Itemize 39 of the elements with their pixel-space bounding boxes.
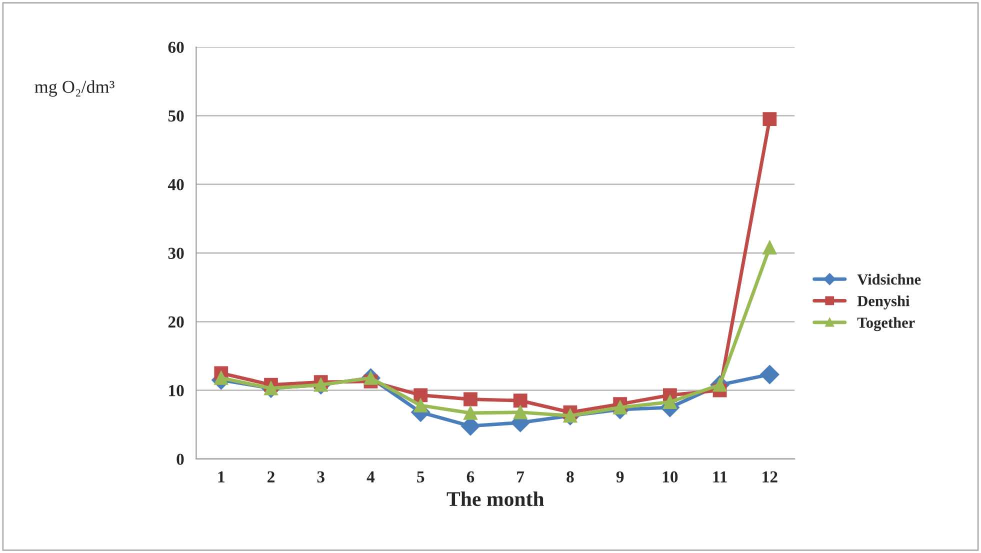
- point: [414, 398, 428, 412]
- point: [613, 400, 628, 414]
- point: [662, 395, 677, 409]
- x-tick-label: 6: [466, 471, 474, 483]
- x-tick-label: 5: [417, 471, 424, 483]
- point: [464, 392, 478, 406]
- point: [762, 240, 777, 254]
- y-axis-title: mg O₂/dm³: [34, 80, 114, 97]
- x-axis-title: The month: [446, 491, 544, 506]
- point: [464, 406, 478, 420]
- x-tick-label: 1: [218, 471, 224, 482]
- x-tick-label: 4: [366, 471, 375, 482]
- y-tick-label: 40: [168, 179, 184, 190]
- legend-label: Vidsichne: [857, 274, 921, 285]
- point: [364, 371, 378, 385]
- y-tick-label: 20: [168, 316, 184, 328]
- x-tick-label: 2: [268, 471, 274, 482]
- point: [264, 381, 278, 396]
- legend-label: Denyshi: [857, 295, 910, 310]
- point: [513, 394, 528, 408]
- point: [563, 408, 578, 423]
- x-tick-label: 11: [713, 471, 727, 482]
- x-tick-label: 8: [566, 471, 574, 483]
- point: [760, 365, 780, 384]
- x-tick-label: 7: [517, 471, 524, 482]
- x-tick-label: 12: [762, 471, 778, 482]
- point: [414, 388, 428, 402]
- y-tick-label: 50: [168, 110, 184, 122]
- x-tick-label: 3: [317, 471, 324, 483]
- point: [762, 112, 777, 126]
- y-tick-label: 0: [176, 454, 184, 465]
- y-tick-label: 30: [168, 248, 184, 259]
- x-tick-label: 9: [616, 471, 624, 483]
- y-tick-label: 10: [169, 385, 184, 396]
- point: [214, 371, 228, 385]
- x-tick-label: 10: [662, 471, 678, 483]
- y-tick-label: 60: [168, 42, 184, 53]
- point: [513, 405, 528, 420]
- legend-label: Together: [857, 317, 915, 332]
